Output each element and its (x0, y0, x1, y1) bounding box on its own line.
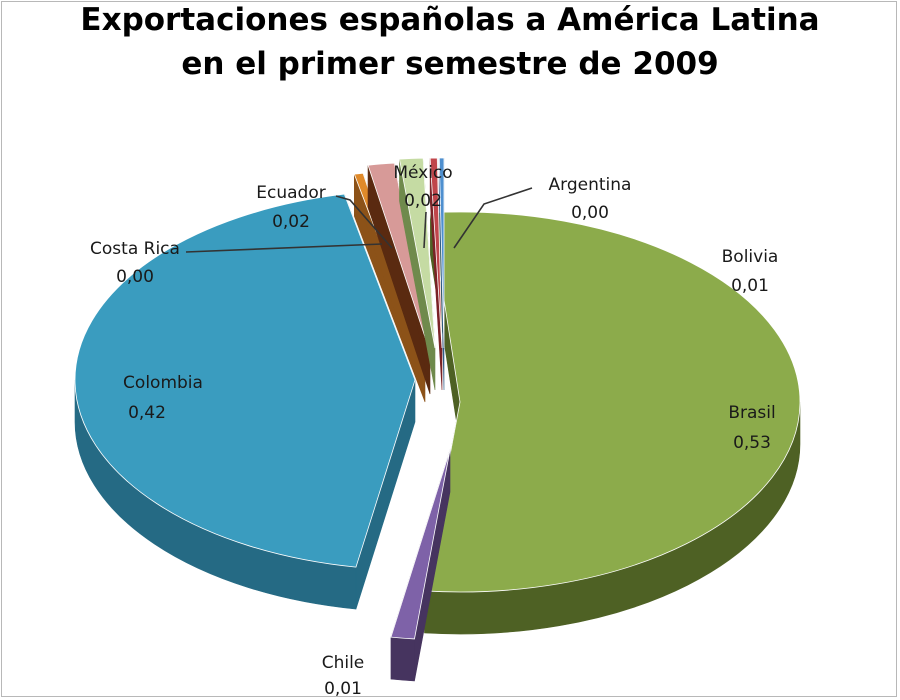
slice-brasil[interactable] (423, 211, 801, 635)
chart-title-line-1: Exportaciones españolas a América Latina (80, 2, 820, 38)
label-mexico: México (393, 163, 452, 183)
chart-title-line-2: en el primer semestre de 2009 (181, 46, 719, 82)
leader-line-argentina (453, 187, 533, 249)
slice-colombia[interactable] (74, 193, 416, 610)
label-costa-rica: Costa Rica (90, 239, 180, 259)
slice-ecuador-top (367, 162, 431, 353)
value-mexico: 0,02 (404, 191, 442, 211)
slice-chile[interactable] (390, 449, 451, 682)
leader-line-ecuador (335, 195, 393, 249)
value-brasil: 0,53 (733, 433, 771, 453)
slice-ecuador[interactable] (367, 162, 431, 395)
label-chile: Chile (322, 653, 365, 673)
label-bolivia: Bolivia (722, 247, 779, 267)
value-argentina: 0,00 (571, 203, 609, 223)
value-chile: 0,01 (324, 679, 362, 699)
label-argentina: Argentina (549, 175, 632, 195)
slice-bolivia[interactable] (438, 157, 445, 391)
value-bolivia: 0,01 (731, 276, 769, 296)
leader-line-mexico (423, 211, 427, 249)
value-costa-rica: 0,00 (116, 267, 154, 287)
leader-line-costa-rica (185, 243, 383, 253)
slice-argentina[interactable] (429, 157, 443, 391)
value-colombia: 0,42 (128, 403, 166, 423)
label-ecuador: Ecuador (256, 183, 325, 203)
slice-mexico-top (398, 157, 436, 349)
label-brasil: Brasil (728, 403, 775, 423)
slice-brasil-top (423, 211, 801, 593)
slice-chile-top (390, 449, 451, 640)
slice-bolivia-top (438, 157, 445, 349)
slice-argentina-top (429, 157, 443, 349)
slice-colombia-top (74, 193, 416, 568)
label-colombia: Colombia (123, 373, 203, 393)
value-ecuador: 0,02 (272, 212, 310, 232)
